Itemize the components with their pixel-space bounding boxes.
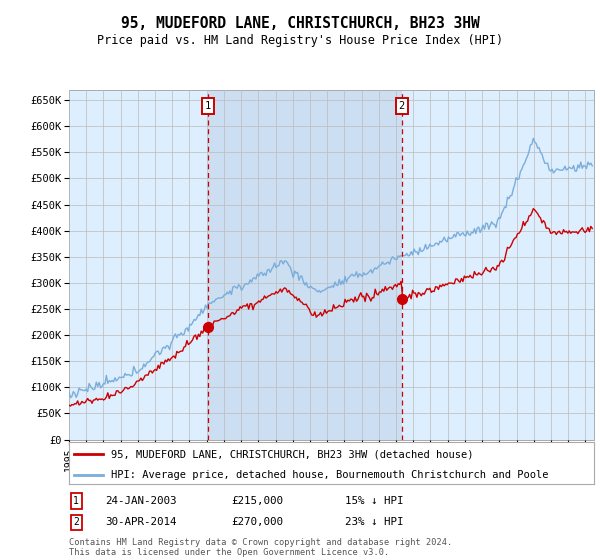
Text: 15% ↓ HPI: 15% ↓ HPI [345, 496, 404, 506]
Text: 1: 1 [73, 496, 79, 506]
Text: Contains HM Land Registry data © Crown copyright and database right 2024.
This d: Contains HM Land Registry data © Crown c… [69, 538, 452, 557]
Text: £270,000: £270,000 [231, 517, 283, 528]
Bar [208, 90, 402, 440]
Text: 2: 2 [398, 101, 405, 111]
Text: 30-APR-2014: 30-APR-2014 [105, 517, 176, 528]
Text: HPI: Average price, detached house, Bournemouth Christchurch and Poole: HPI: Average price, detached house, Bour… [111, 470, 548, 480]
Text: 24-JAN-2003: 24-JAN-2003 [105, 496, 176, 506]
Text: Price paid vs. HM Land Registry's House Price Index (HPI): Price paid vs. HM Land Registry's House … [97, 34, 503, 46]
Text: 23% ↓ HPI: 23% ↓ HPI [345, 517, 404, 528]
Text: £215,000: £215,000 [231, 496, 283, 506]
Text: 2: 2 [73, 517, 79, 528]
Text: 95, MUDEFORD LANE, CHRISTCHURCH, BH23 3HW (detached house): 95, MUDEFORD LANE, CHRISTCHURCH, BH23 3H… [111, 449, 473, 459]
Text: 95, MUDEFORD LANE, CHRISTCHURCH, BH23 3HW: 95, MUDEFORD LANE, CHRISTCHURCH, BH23 3H… [121, 16, 479, 31]
Text: 1: 1 [205, 101, 211, 111]
